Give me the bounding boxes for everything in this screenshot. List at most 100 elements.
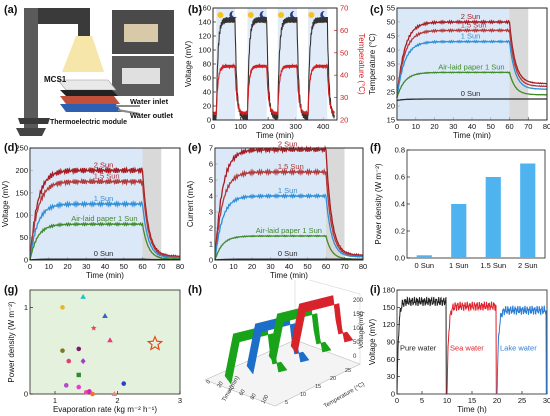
y-tick-label: 60 (203, 74, 211, 83)
x-tick-label: 10 (45, 262, 53, 271)
x-tick-label: 0 (206, 379, 213, 385)
x-tick-label: 50 (120, 262, 128, 271)
plot-frame (29, 147, 181, 261)
series-line (214, 192, 364, 261)
y-tick-label: 60 (387, 355, 395, 364)
scatter-point (111, 391, 118, 396)
y-tick-label: 30 (387, 74, 395, 83)
light-on-shading (247, 8, 267, 120)
lamp-housing (28, 8, 86, 24)
scatter-point (90, 391, 95, 397)
y-tick-label: 0 (391, 390, 395, 399)
y2-axis-label: Temperature (°C) (357, 33, 366, 95)
x-tick-label: 400 (317, 122, 330, 131)
y-tick-label: 5 (209, 176, 213, 185)
y-tick-label: 0 (207, 116, 211, 125)
x-tick-label: 20 (63, 262, 71, 271)
x-tick-label: 20 (493, 396, 501, 405)
scatter-point (146, 335, 164, 351)
chart-i: 0 5 10 15 20 25 30 0 30 60 90 120 150 180 Time (h) Volt… (368, 286, 550, 415)
z-tick-label: 200 (353, 298, 364, 304)
series-label: 1.5 Sun (461, 20, 487, 29)
light-beam (62, 36, 104, 72)
x-tick-label: 300 (289, 122, 302, 131)
y-tick-label: 25 (387, 88, 395, 97)
sun-icon (278, 12, 285, 18)
y-tick-label: 15 (387, 116, 395, 125)
y-tick-label: 140 (198, 18, 211, 27)
y-tick-label: 0 (209, 256, 213, 265)
y2-tick-label: 70 (340, 4, 348, 13)
chart-d: 0 10 20 30 40 50 60 70 80 0 50 100 150 200 250 Time (mi… (1, 144, 184, 281)
x-tick-label: 200 (262, 122, 275, 131)
scatter-point (76, 372, 81, 378)
series-line (446, 300, 497, 395)
x-tick-label: 5 (420, 396, 424, 405)
series-label: 2 Sun (278, 140, 298, 149)
x-tick-label: 15 (468, 396, 476, 405)
x-tick-label: 80 (359, 262, 367, 271)
light-on-shading (308, 8, 328, 120)
x-tick-label: 1.5 Sun (480, 261, 506, 270)
x-tick-label: 60 (138, 262, 146, 271)
series-line (29, 165, 181, 261)
outlet-pipe (117, 109, 141, 115)
x-tick-label: 80 (250, 393, 258, 401)
series-label: 1.5 Sun (94, 172, 120, 181)
series-label: 1 Sun (461, 32, 481, 41)
series-label: 1 Sun (278, 186, 298, 195)
series-line (29, 177, 181, 260)
x-tick-label: 30 (266, 262, 274, 271)
y-tick-label: 150 (15, 188, 28, 197)
x-tick-label: 1 (53, 396, 57, 405)
bar (416, 255, 432, 258)
x-axis-label: Time (min) (256, 131, 294, 140)
x-tick-label: 0 (395, 396, 399, 405)
panel-label-e: (e) (188, 142, 202, 154)
sun-icon (247, 12, 254, 18)
x-tick-label: 20 (217, 381, 225, 389)
series-line (212, 15, 335, 121)
lamp-housing-bottom (18, 118, 50, 124)
photo-device-top (124, 24, 158, 42)
y-tick-label: 0 (24, 390, 28, 399)
x-tick-label: 25 (518, 396, 526, 405)
x-tick-label: 40 (228, 385, 236, 393)
y-tick-label: 6 (209, 160, 213, 169)
z-tick-label: 100 (353, 326, 364, 332)
lamp-arm (78, 8, 90, 36)
x-tick-label: 50 (487, 122, 495, 131)
x-tick-label: 80 (543, 122, 550, 131)
scatter-point (121, 381, 127, 386)
y-axis-label: Voltage (mV) (185, 41, 193, 88)
scatter-point (60, 348, 65, 353)
y-tick-label: 0 (24, 256, 28, 265)
chart-b: 0 100 200 300 400 0 20 40 60 80 100 120 140 160 Time (… (185, 4, 366, 141)
plot-frame (212, 7, 338, 121)
y-tick-label: 1 (209, 240, 213, 249)
y-tick-label: 150 (382, 303, 395, 312)
bar (451, 204, 467, 258)
series-line (396, 19, 548, 98)
x-tick-label: 40 (101, 262, 109, 271)
chart-e: 0 10 20 30 40 50 60 70 80 0 1 2 3 4 5 6 7 Time (min) Curre… (186, 140, 367, 280)
y-axis-label: Power density (W m⁻²) (7, 301, 16, 382)
ribbon-series (224, 325, 288, 385)
panel-label-h: (h) (188, 284, 203, 296)
x-tick-label: 0 (213, 262, 217, 271)
series-label: Air-laid paper 1 Sun (71, 214, 137, 223)
x-tick-label: 0 Sun (414, 261, 434, 270)
series-label: Lake water (500, 344, 537, 353)
z-axis-label: Voltage (mV) (358, 311, 365, 349)
back-wall (294, 280, 361, 365)
x-tick-label: 60 (322, 262, 330, 271)
z-tick-label: 50 (353, 340, 360, 346)
scatter-point (76, 384, 82, 390)
series-label: 0 Sun (278, 249, 298, 258)
ribbon-series (268, 305, 332, 365)
x-axis-label: Time (h) (457, 405, 487, 414)
series-line (214, 167, 364, 260)
series-line (29, 258, 181, 261)
y2-tick-label: 30 (340, 93, 348, 102)
